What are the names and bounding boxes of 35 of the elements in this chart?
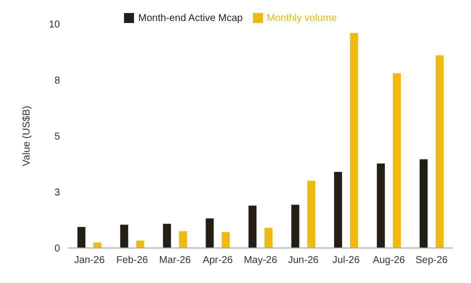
bar	[93, 242, 102, 248]
bar	[136, 240, 144, 248]
bar	[307, 180, 316, 248]
bar	[334, 172, 342, 248]
x-tick-label: Aug-26	[372, 255, 406, 266]
y-tick-label: 10	[48, 20, 60, 31]
bar	[350, 32, 358, 248]
y-axis-title: Value (US$B)	[22, 106, 33, 166]
x-tick-label: Jul-26	[332, 255, 360, 266]
bar	[376, 164, 385, 248]
bar	[436, 55, 444, 248]
x-tick-label: Sep-26	[415, 255, 448, 266]
bar	[392, 73, 401, 248]
legend-label: Month-end Active Mcap	[138, 13, 243, 24]
x-tick-label: Feb-26	[116, 255, 148, 266]
bar	[178, 231, 187, 248]
x-tick-label: Jun-26	[288, 255, 320, 266]
bar	[264, 228, 273, 248]
x-tick-label: Mar-26	[159, 255, 192, 266]
bar	[420, 159, 428, 248]
legend-label: Monthly volume	[266, 13, 337, 24]
bar	[120, 224, 128, 248]
y-tick-label: 5	[54, 132, 60, 143]
x-tick-label: Jan-26	[74, 255, 106, 266]
bar	[77, 226, 86, 248]
y-tick-label: 3	[54, 188, 60, 199]
bar	[162, 224, 171, 248]
x-tick-label: Apr-26	[202, 255, 234, 266]
x-tick-label: May-26	[244, 255, 278, 266]
bar	[206, 218, 214, 248]
bar	[248, 206, 257, 248]
bar	[291, 204, 300, 248]
y-tick-label: 8	[54, 76, 60, 87]
y-tick-label: 0	[54, 244, 60, 255]
bar	[222, 232, 230, 248]
